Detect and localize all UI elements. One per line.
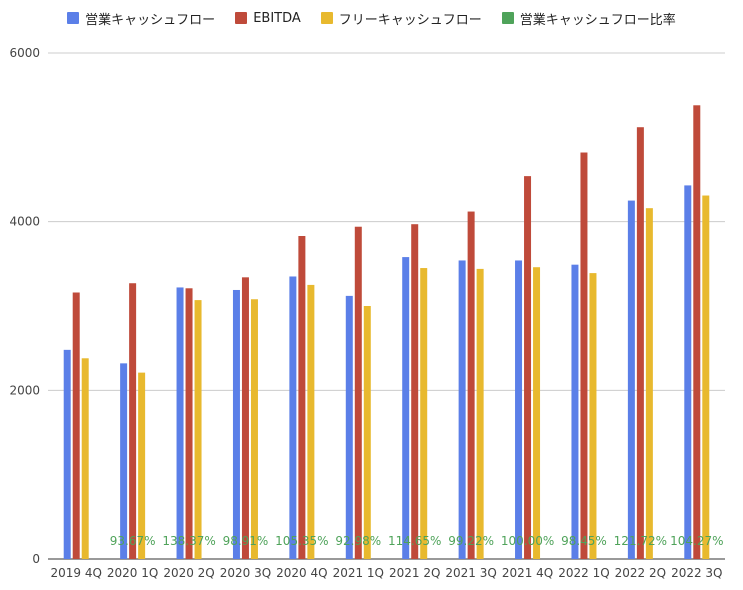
legend-item-ratio: 営業キャッシュフロー比率 <box>501 9 676 28</box>
x-tick-label: 2021 1Q <box>333 566 384 580</box>
ratio-data-label: 100.00% <box>501 534 554 548</box>
ratio-data-label: 104.27% <box>670 534 723 548</box>
legend-label-ebitda: EBITDA <box>253 10 301 26</box>
bar <box>250 299 258 559</box>
ratio-data-label: 98.91% <box>223 534 269 548</box>
bar <box>458 260 466 559</box>
bar <box>289 276 297 559</box>
legend-swatch-operating-cf <box>67 12 80 24</box>
bar <box>693 105 701 559</box>
bar <box>533 267 541 559</box>
y-tick-label: 6000 <box>9 46 40 60</box>
bar <box>120 363 128 559</box>
x-tick-label: 2022 2Q <box>615 566 666 580</box>
legend-item-ebitda: EBITDA <box>235 11 301 26</box>
bar <box>589 273 597 559</box>
x-tick-label: 2020 3Q <box>220 566 271 580</box>
legend: 営業キャッシュフロー EBITDA フリーキャッシュフロー 営業キャッシュフロー… <box>0 8 743 28</box>
x-tick-label: 2021 4Q <box>502 566 553 580</box>
ratio-data-label: 138.37% <box>162 534 215 548</box>
bar <box>81 358 89 559</box>
y-tick-label: 0 <box>32 552 40 566</box>
bar <box>684 185 692 560</box>
bar <box>232 289 240 559</box>
x-tick-label: 2022 3Q <box>671 566 722 580</box>
legend-item-operating-cf: 営業キャッシュフロー <box>67 9 215 28</box>
legend-swatch-ebitda <box>235 12 248 24</box>
bar <box>467 211 475 559</box>
legend-swatch-free-cf <box>320 12 333 24</box>
legend-item-free-cf: フリーキャッシュフロー <box>320 9 482 28</box>
x-tick-label: 2022 1Q <box>558 566 609 580</box>
bar <box>402 257 410 559</box>
ratio-data-label: 98.45% <box>561 534 607 548</box>
bar <box>185 288 193 559</box>
bar <box>645 208 653 559</box>
legend-label-operating-cf: 営業キャッシュフロー <box>85 12 216 28</box>
ratio-data-label: 92.98% <box>335 534 381 548</box>
bar <box>63 349 71 559</box>
bar <box>476 268 484 559</box>
bar <box>354 226 362 559</box>
legend-label-ratio: 営業キャッシュフロー比率 <box>519 12 676 28</box>
bar <box>345 295 353 559</box>
legend-label-free-cf: フリーキャッシュフロー <box>338 12 482 28</box>
bar <box>138 372 146 559</box>
bar <box>636 127 644 560</box>
bar <box>363 306 371 559</box>
bar <box>524 176 532 560</box>
bar <box>241 277 249 559</box>
x-tick-label: 2021 3Q <box>445 566 496 580</box>
ratio-data-label: 114.65% <box>388 534 441 548</box>
x-tick-label: 2019 4Q <box>50 566 101 580</box>
y-tick-label: 4000 <box>9 215 40 229</box>
ratio-data-label: 105.35% <box>275 534 328 548</box>
ratio-data-label: 121.72% <box>614 534 667 548</box>
ratio-data-label: 93.67% <box>110 534 156 548</box>
x-tick-label: 2020 2Q <box>163 566 214 580</box>
bar <box>72 292 80 559</box>
bar <box>307 284 315 559</box>
bar <box>571 264 579 559</box>
x-tick-label: 2021 2Q <box>389 566 440 580</box>
legend-swatch-ratio <box>501 12 514 24</box>
y-tick-label: 2000 <box>9 383 40 397</box>
x-tick-label: 2020 4Q <box>276 566 327 580</box>
bar <box>298 236 306 559</box>
bar <box>627 200 635 560</box>
bar <box>194 300 202 559</box>
bar <box>702 195 710 560</box>
ratio-data-label: 99.22% <box>448 534 494 548</box>
bar <box>515 260 523 559</box>
bar <box>129 283 137 559</box>
x-tick-label: 2020 1Q <box>107 566 158 580</box>
bar <box>176 287 184 559</box>
bar <box>411 224 419 560</box>
bar <box>580 152 588 559</box>
bar <box>420 268 428 559</box>
